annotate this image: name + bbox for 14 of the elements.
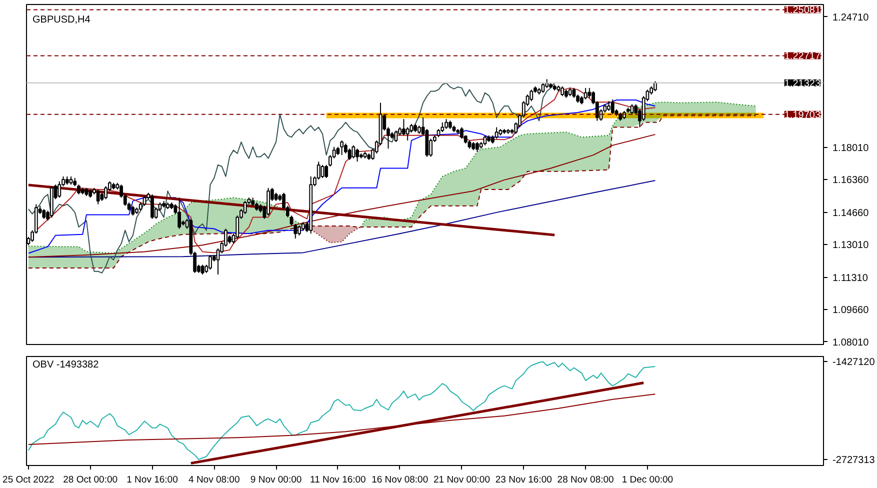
y-tick-label: -2727313 [832,454,876,466]
x-tick-label: 1 Dec 00:00 [622,474,674,486]
x-tick-label: 28 Oct 00:00 [63,474,118,486]
x-tick-label: 11 Nov 16:00 [310,474,366,486]
x-tick-label: 16 Nov 08:00 [372,474,428,486]
chart-title: OBV -1493382 [32,360,100,370]
x-tick-label: 28 Nov 08:00 [557,474,614,486]
x-tick-label: 9 Nov 00:00 [250,474,302,486]
x-tick-label: 21 Nov 00:00 [434,474,490,486]
x-tick-label: 1 Nov 16:00 [126,474,178,486]
x-tick-label: 23 Nov 16:00 [495,474,552,486]
y-tick-label: -1427120 [832,357,876,368]
x-tick-label: 4 Nov 08:00 [188,474,240,486]
x-tick-label: 25 Oct 2022 [2,474,54,486]
